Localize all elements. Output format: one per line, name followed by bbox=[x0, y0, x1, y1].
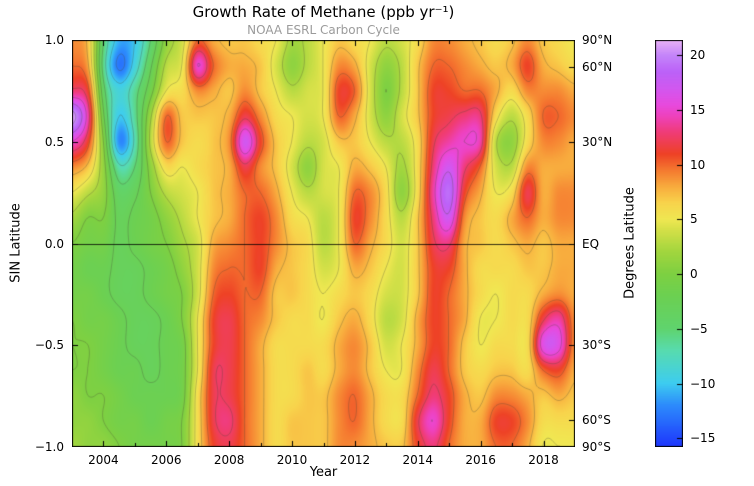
x-tick-label: 2016 bbox=[465, 453, 496, 467]
x-tick-label: 2012 bbox=[339, 453, 371, 467]
colorbar-tick-label: 15 bbox=[690, 103, 706, 118]
x-tick-label: 2008 bbox=[213, 453, 245, 467]
y-right-tick-label: 90°N bbox=[582, 33, 613, 47]
x-tick-label: 2018 bbox=[528, 453, 559, 467]
colorbar-tick-label: −15 bbox=[690, 431, 716, 446]
y-left-tick-label: −1.0 bbox=[34, 440, 64, 454]
colorbar-tick-label: 5 bbox=[690, 212, 698, 227]
x-tick-label: 2004 bbox=[88, 453, 119, 467]
chart-subtitle: NOAA ESRL Carbon Cycle bbox=[247, 23, 400, 37]
y-left-tick-label: 0.5 bbox=[44, 134, 64, 149]
y-left-tick-label: −0.5 bbox=[34, 338, 64, 353]
y-left-tick-label: 0.0 bbox=[44, 236, 64, 251]
x-tick-label: 2014 bbox=[402, 453, 434, 467]
y-right-tick-label: 30°N bbox=[582, 134, 613, 149]
y-right-tick-label: 60°N bbox=[582, 60, 613, 75]
colorbar-tick-label: 20 bbox=[690, 48, 706, 63]
chart-title: Growth Rate of Methane (ppb yr⁻¹) bbox=[192, 3, 455, 21]
x-tick-label: 2006 bbox=[151, 453, 182, 467]
heatmap-canvas bbox=[72, 40, 575, 447]
colorbar-tick-label: 10 bbox=[690, 157, 706, 172]
x-tick-label: 2010 bbox=[276, 453, 308, 467]
y-right-tick-label: 30°S bbox=[582, 338, 611, 353]
y-right-tick-label: 90°S bbox=[582, 440, 611, 454]
colorbar-canvas bbox=[655, 40, 683, 447]
y-left-tick-label: 1.0 bbox=[44, 33, 64, 47]
x-axis-label: Year bbox=[309, 465, 338, 480]
colorbar-tick-label: −10 bbox=[690, 376, 716, 391]
y-right-tick-label: EQ bbox=[582, 236, 600, 251]
y-right-tick-label: 60°S bbox=[582, 412, 611, 427]
colorbar-tick-label: −5 bbox=[690, 321, 708, 336]
colorbar-tick-label: 0 bbox=[690, 267, 698, 282]
